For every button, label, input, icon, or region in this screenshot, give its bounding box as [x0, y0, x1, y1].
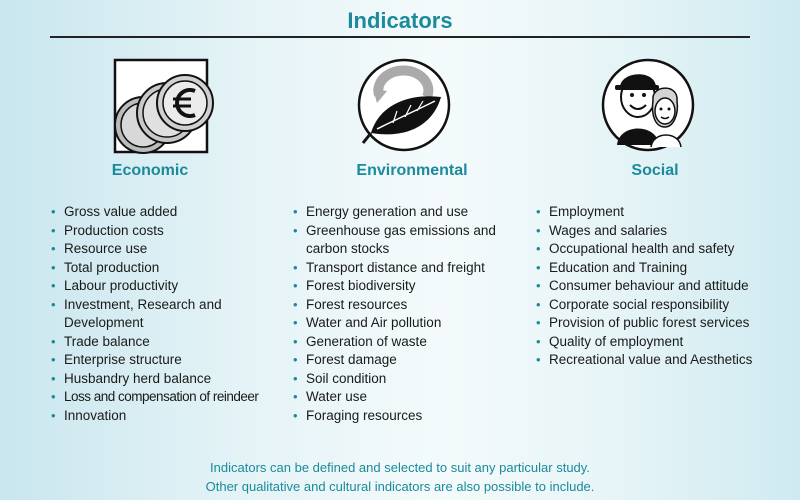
list-item: Soil condition: [292, 370, 552, 389]
social-column: Social Employment Wages and salaries Occ…: [535, 55, 775, 369]
list-item: Production costs: [50, 222, 310, 241]
list-item: Energy generation and use: [292, 203, 552, 222]
list-item: Total production: [50, 259, 310, 278]
people-icon: [535, 55, 775, 155]
list-item: Resource use: [50, 240, 310, 259]
footer-line-2: Other qualitative and cultural indicator…: [205, 479, 595, 494]
list-item: Enterprise structure: [50, 351, 310, 370]
economic-column: Economic Gross value added Production co…: [50, 55, 290, 425]
list-item: Greenhouse gas emissions and carbon stoc…: [292, 222, 506, 259]
list-item: Quality of employment: [535, 333, 795, 352]
list-item: Water and Air pollution: [292, 314, 552, 333]
social-indicator-list: Employment Wages and salaries Occupation…: [535, 203, 795, 370]
list-item: Forest resources: [292, 296, 552, 315]
list-item: Education and Training: [535, 259, 795, 278]
economic-heading: Economic: [111, 162, 189, 179]
list-item: Transport distance and freight: [292, 259, 552, 278]
footer-note: Indicators can be defined and selected t…: [0, 458, 800, 496]
list-item: Innovation: [50, 407, 310, 426]
title-divider: [50, 36, 750, 38]
list-item: Generation of waste: [292, 333, 552, 352]
list-item: Wages and salaries: [535, 222, 795, 241]
leaf-recycle-icon: [292, 55, 532, 155]
social-heading: Social: [631, 162, 679, 179]
euro-coins-icon: [50, 55, 290, 155]
list-item: Consumer behaviour and attitude: [535, 277, 795, 296]
list-item: Forest biodiversity: [292, 277, 552, 296]
economic-indicator-list: Gross value added Production costs Resou…: [50, 203, 310, 425]
list-item: Corporate social responsibility: [535, 296, 795, 315]
list-item: Labour productivity: [50, 277, 310, 296]
list-item: Foraging resources: [292, 407, 552, 426]
list-item: Water use: [292, 388, 552, 407]
list-item: Loss and compensation of reindeer: [50, 388, 310, 407]
list-item: Provision of public forest services: [535, 314, 795, 333]
list-item: Investment, Research and Development: [50, 296, 229, 333]
environmental-indicator-list: Energy generation and use Greenhouse gas…: [292, 203, 552, 425]
list-item: Recreational value and Aesthetics: [535, 351, 795, 370]
list-item: Trade balance: [50, 333, 310, 352]
list-item: Forest damage: [292, 351, 552, 370]
list-item: Employment: [535, 203, 795, 222]
environmental-column: Environmental Energy generation and use …: [292, 55, 532, 425]
list-item: Gross value added: [50, 203, 310, 222]
page-title: Indicators: [347, 8, 453, 33]
list-item: Occupational health and safety: [535, 240, 795, 259]
list-item: Husbandry herd balance: [50, 370, 310, 389]
footer-line-1: Indicators can be defined and selected t…: [210, 460, 590, 475]
environmental-heading: Environmental: [356, 162, 468, 179]
